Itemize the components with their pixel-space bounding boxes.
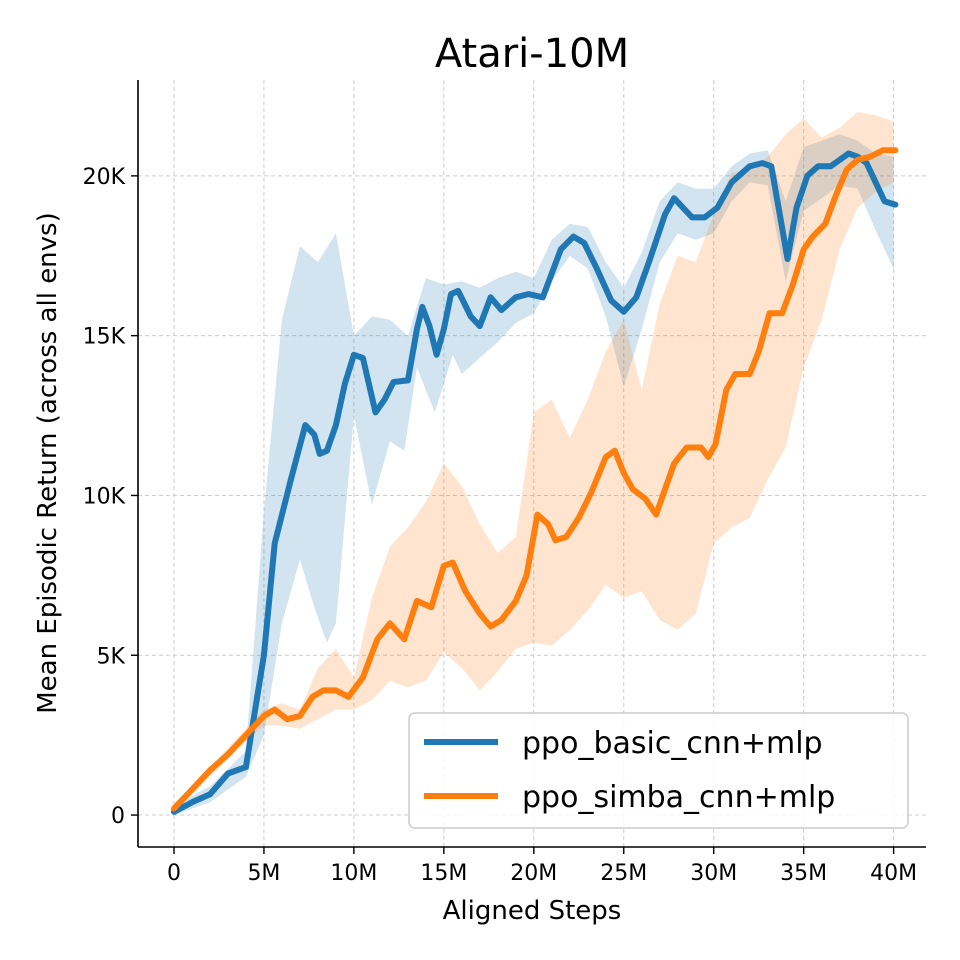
confidence-bands <box>174 112 894 816</box>
x-ticks: 0 5M 10M 15M 20M 25M 30M 35M 40M <box>167 847 917 886</box>
chart-title: Atari-10M <box>435 31 629 77</box>
x-tick-label: 40M <box>870 861 917 886</box>
x-tick-label: 5M <box>247 861 280 886</box>
confidence-band-ppo-basic <box>174 134 894 816</box>
series-line-ppo-simba <box>171 147 899 812</box>
x-tick-label: 15M <box>420 861 467 886</box>
legend-frame <box>408 712 909 829</box>
y-tick-label: 10K <box>83 484 126 509</box>
y-tick-label: 5K <box>97 644 126 669</box>
y-tick-label: 20K <box>83 165 126 190</box>
series-lines <box>171 147 899 815</box>
x-tick-label: 30M <box>690 861 737 886</box>
y-tick-label: 0 <box>111 804 125 829</box>
y-tick-label: 15K <box>83 325 126 350</box>
legend-label-ppo-basic: ppo_basic_cnn+mlp <box>522 726 823 761</box>
axes <box>137 80 926 848</box>
x-tick-label: 0 <box>167 861 181 886</box>
x-tick-label: 35M <box>780 861 827 886</box>
y-axis-label: Mean Episodic Return (across all envs) <box>33 212 63 714</box>
confidence-band-ppo-simba <box>174 112 894 812</box>
legend: ppo_basic_cnn+mlp ppo_simba_cnn+mlp <box>408 712 909 829</box>
x-axis-label: Aligned Steps <box>443 896 622 926</box>
legend-label-ppo-simba: ppo_simba_cnn+mlp <box>522 780 835 815</box>
series-line-ppo-basic <box>171 150 899 815</box>
y-ticks: 0 5K 10K 15K 20K <box>83 165 138 829</box>
x-tick-label: 10M <box>330 861 377 886</box>
x-tick-label: 25M <box>600 861 647 886</box>
x-tick-label: 20M <box>510 861 557 886</box>
